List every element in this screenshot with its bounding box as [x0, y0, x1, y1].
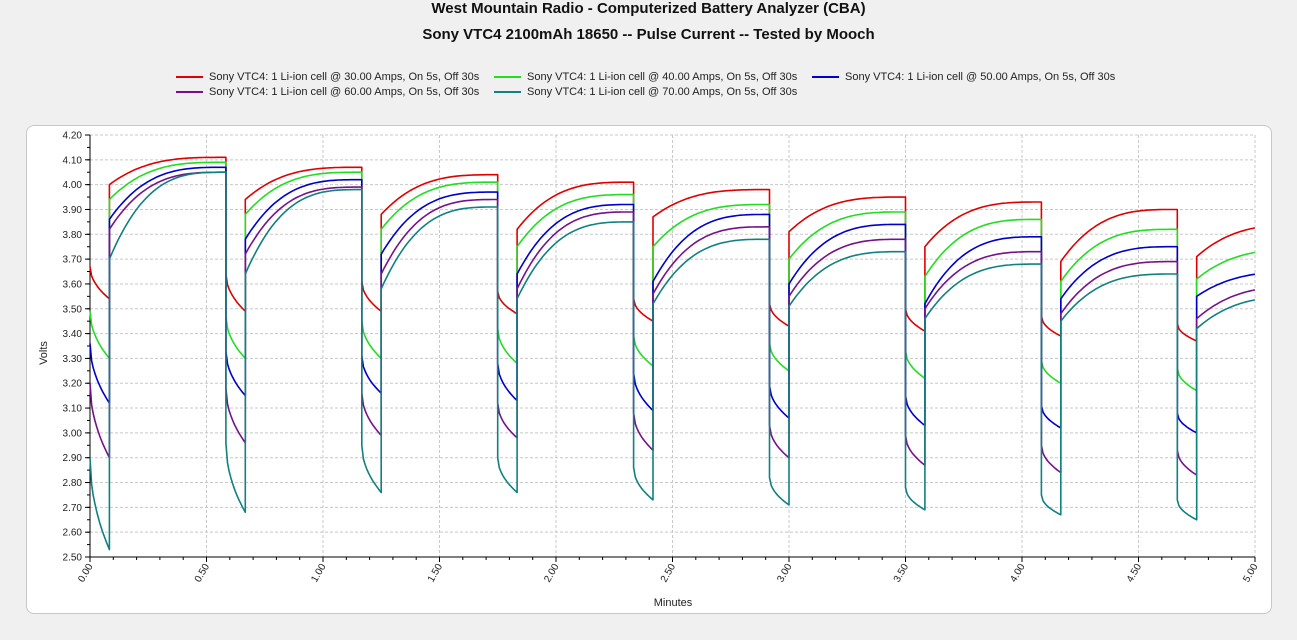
x-tick-label: 3.00 — [775, 562, 794, 585]
x-tick-label: 1.50 — [426, 562, 445, 585]
y-tick-label: 3.70 — [63, 255, 83, 266]
y-tick-label: 3.80 — [63, 230, 83, 241]
series-line-2 — [89, 161, 1256, 392]
series-line-4 — [89, 171, 1256, 476]
axes-layer: 2.50 2.60 2.70 2.80 2.90 3.00 3.10 3.20 3.30 3.40… — [63, 131, 1261, 585]
series-line-3 — [89, 166, 1256, 434]
legend-item-50a: Sony VTC4: 1 Li-ion cell @ 50.00 Amps, O… — [812, 71, 1115, 83]
legend-item-30a: Sony VTC4: 1 Li-ion cell @ 30.00 Amps, O… — [176, 71, 479, 83]
y-tick-label: 3.90 — [63, 205, 83, 216]
x-tick-label: 4.50 — [1125, 562, 1144, 585]
y-tick-label: 2.60 — [63, 528, 83, 539]
x-tick-label: 0.00 — [76, 562, 95, 585]
y-tick-label: 3.30 — [63, 354, 83, 365]
y-tick-label: 3.60 — [63, 279, 83, 290]
series-line-1 — [89, 156, 1256, 342]
y-tick-label: 3.40 — [63, 329, 83, 340]
legend-label-30a: Sony VTC4: 1 Li-ion cell @ 30.00 Amps, O… — [209, 71, 480, 83]
plot-frame — [26, 125, 1272, 614]
x-tick-label: 2.50 — [659, 562, 678, 585]
legend-swatch-50a — [812, 76, 839, 78]
y-tick-label: 3.50 — [63, 304, 83, 315]
series-layer — [89, 156, 1256, 551]
chart-title: West Mountain Radio - Computerized Batte… — [431, 0, 866, 17]
legend-swatch-70a — [494, 91, 521, 93]
legend-swatch-30a — [176, 76, 203, 78]
y-tick-label: 3.00 — [63, 428, 83, 439]
y-tick-label: 3.20 — [63, 379, 83, 390]
series-line-5 — [89, 171, 1256, 551]
x-tick-label: 5.00 — [1241, 562, 1260, 585]
y-axis-label: Volts — [38, 341, 50, 365]
legend-label-40a: Sony VTC4: 1 Li-ion cell @ 40.00 Amps, O… — [527, 71, 798, 83]
x-tick-label: 0.50 — [193, 562, 212, 585]
grid-layer — [90, 134, 1256, 557]
y-tick-label: 4.10 — [63, 155, 83, 166]
x-tick-label: 4.00 — [1008, 562, 1027, 585]
y-tick-label: 4.00 — [63, 180, 83, 191]
legend-label-70a: Sony VTC4: 1 Li-ion cell @ 70.00 Amps, O… — [527, 86, 798, 98]
y-tick-label: 2.70 — [63, 503, 83, 514]
legend-label-50a: Sony VTC4: 1 Li-ion cell @ 50.00 Amps, O… — [845, 71, 1116, 83]
y-tick-label: 2.80 — [63, 478, 83, 489]
legend-item-60a: Sony VTC4: 1 Li-ion cell @ 60.00 Amps, O… — [176, 86, 479, 98]
legend-swatch-60a — [176, 91, 203, 93]
chart-subtitle: Sony VTC4 2100mAh 18650 -- Pulse Current… — [422, 26, 875, 43]
y-tick-label: 3.10 — [63, 404, 83, 415]
legend-item-40a: Sony VTC4: 1 Li-ion cell @ 40.00 Amps, O… — [494, 71, 797, 83]
x-tick-label: 2.00 — [542, 562, 561, 585]
y-tick-label: 4.20 — [63, 131, 83, 142]
legend-item-70a: Sony VTC4: 1 Li-ion cell @ 70.00 Amps, O… — [494, 86, 797, 98]
x-axis-label: Minutes — [654, 597, 693, 609]
y-tick-label: 2.90 — [63, 453, 83, 464]
legend-label-60a: Sony VTC4: 1 Li-ion cell @ 60.00 Amps, O… — [209, 86, 480, 98]
x-tick-label: 1.00 — [309, 562, 328, 585]
y-tick-label: 2.50 — [63, 553, 83, 564]
legend-swatch-40a — [494, 76, 521, 78]
x-tick-label: 3.50 — [892, 562, 911, 585]
